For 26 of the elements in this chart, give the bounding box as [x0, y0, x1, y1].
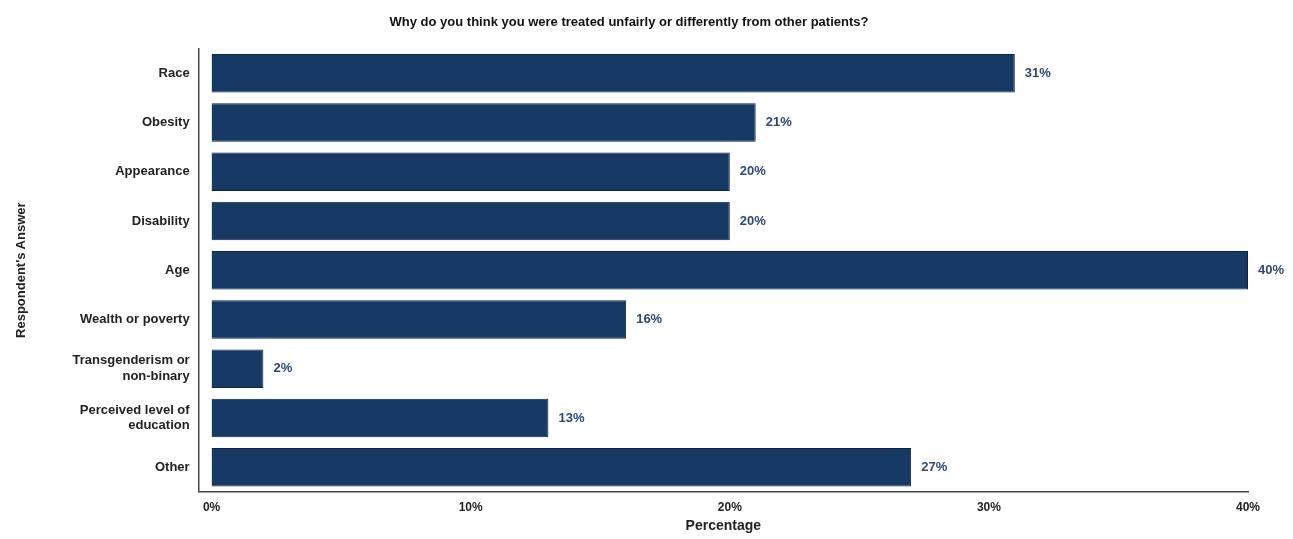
y-tick-label: Perceived level of education	[79, 401, 191, 433]
y-tick-label: Transgenderism or non-binary	[72, 352, 191, 384]
x-tick-label: 0%	[202, 500, 221, 515]
x-tick-label: 20%	[717, 500, 743, 515]
x-tick-label: 40%	[1235, 500, 1261, 515]
data-label: 27%	[921, 458, 948, 474]
data-label: 20%	[739, 212, 767, 228]
y-tick-label: Wealth or poverty	[80, 311, 191, 327]
x-tick-label: 30%	[976, 500, 1002, 515]
data-label: 13%	[558, 409, 585, 425]
y-tick-label: Obesity	[141, 114, 191, 130]
y-axis-title: Respondent's Answer	[13, 202, 29, 338]
chart-title: Why do you think you were treated unfairly or differently from other patients?	[389, 14, 869, 30]
y-tick-label: Appearance	[115, 163, 190, 179]
x-axis-title: Percentage	[685, 517, 762, 534]
x-tick-label: 10%	[458, 500, 484, 515]
data-label: 16%	[636, 311, 663, 327]
data-label: 2%	[273, 360, 293, 376]
y-tick-label: Race	[158, 64, 190, 80]
y-tick-label: Disability	[131, 212, 191, 228]
y-tick-label: Age	[165, 261, 190, 277]
y-tick-label: Other	[154, 458, 190, 474]
data-label: 21%	[765, 114, 793, 130]
data-label: 20%	[739, 163, 767, 179]
data-label: 40%	[1258, 261, 1285, 277]
data-label: 31%	[1024, 64, 1052, 80]
